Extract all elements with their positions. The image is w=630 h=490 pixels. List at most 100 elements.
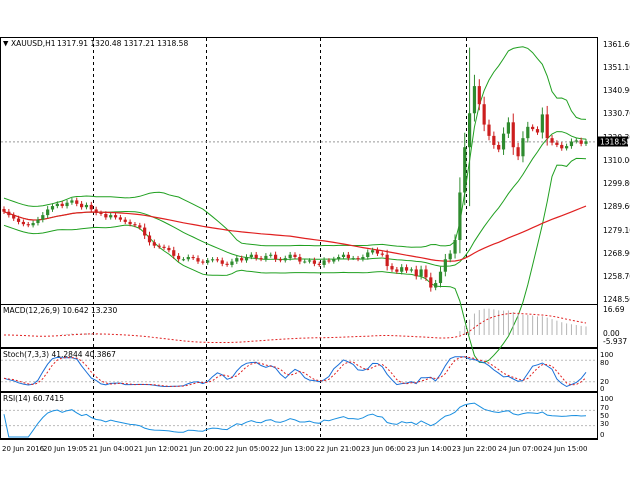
candle-body [235, 258, 239, 262]
candle-body [123, 219, 127, 222]
candle-body [341, 254, 346, 257]
candle-body [492, 135, 496, 145]
candle-body [293, 254, 297, 257]
candle-body [99, 212, 103, 214]
candle-body [482, 104, 486, 125]
rsi-line [3, 402, 587, 438]
candle-body [322, 260, 326, 265]
candle-body [84, 204, 89, 208]
candle-body [167, 247, 171, 251]
price-label: 1289.60 [603, 202, 630, 211]
svg-text:30: 30 [600, 420, 609, 428]
price-label: 1279.10 [603, 226, 630, 235]
svg-text:20: 20 [600, 378, 609, 386]
candle-body [128, 221, 132, 225]
candle-body [395, 269, 399, 272]
time-label: 20 Jun 19:05 [43, 445, 87, 453]
svg-text:100: 100 [600, 351, 613, 359]
candle-body [400, 267, 404, 272]
stoch-signal-line [3, 356, 587, 387]
candle-body [7, 211, 11, 216]
macd-signal-line [4, 312, 587, 343]
candle-body [380, 253, 384, 255]
time-label: 21 Jun 20:00 [179, 445, 223, 453]
time-label: 22 Jun 21:00 [316, 445, 360, 453]
candle-body [172, 250, 176, 256]
candle-body [254, 254, 258, 259]
svg-text:100: 100 [600, 395, 613, 403]
price-axis: 1361.60 1351.10 1340.90 1330.70 1320.30 … [603, 40, 630, 304]
candle-body [463, 147, 467, 193]
oscillator-lines [1, 308, 597, 438]
candle-body [143, 227, 147, 236]
candle-body [41, 215, 45, 220]
candle-body [80, 203, 84, 208]
candle-body [298, 256, 302, 262]
stoch-label: Stoch(7,3,3) 41.2844 40.3867 [3, 350, 116, 359]
candle-body [419, 269, 423, 277]
candle-body [220, 260, 224, 264]
time-label: 24 Jun 15:00 [543, 445, 587, 453]
candle-body [409, 269, 413, 271]
candle-body [138, 225, 142, 228]
candle-body [366, 252, 370, 257]
candle-body [458, 192, 462, 241]
candle-body [162, 246, 166, 248]
day-separator-grid [1, 38, 597, 439]
rsi-pane[interactable] [0, 392, 598, 439]
time-label: 23 Jun 06:00 [361, 445, 405, 453]
stoch-scale: 100 80 20 0 [600, 351, 613, 393]
candle-body [356, 258, 360, 260]
candle-body [109, 215, 113, 218]
candle-body [16, 218, 21, 222]
candle-body [225, 263, 229, 265]
ohlc-values: 1317.91 1320.48 1317.21 1318.58 [57, 39, 188, 48]
candle-body [579, 140, 583, 144]
svg-text:0.00: 0.00 [603, 329, 620, 338]
candle-body [390, 266, 394, 270]
candle-body [113, 215, 118, 218]
candle-body [215, 259, 219, 261]
candle-body [511, 122, 515, 148]
candle-body [332, 259, 336, 262]
candle-body [75, 200, 79, 204]
candle-body [584, 141, 588, 144]
main-pane[interactable] [0, 37, 598, 305]
candle-body [468, 113, 472, 148]
candle-body [497, 144, 501, 150]
candlesticks [2, 47, 588, 292]
rsi-label: RSI(14) 60.7415 [3, 394, 64, 403]
candle-body [46, 209, 50, 216]
rsi-scale: 100 70 50 30 0 [600, 395, 613, 439]
candle-body [191, 256, 195, 259]
candle-body [65, 202, 69, 207]
price-label: 1361.60 [603, 40, 630, 49]
candle-body [526, 126, 530, 139]
time-label: 21 Jun 12:00 [134, 445, 178, 453]
price-label: 1248.50 [603, 295, 630, 304]
price-label: 1340.90 [603, 86, 630, 95]
pane-menu-arrow-icon[interactable]: ▼ [3, 40, 9, 48]
time-label: 24 Jun 07:00 [498, 445, 542, 453]
candle-body [36, 219, 40, 224]
stoch-pane[interactable] [0, 348, 598, 392]
svg-text:70: 70 [600, 404, 609, 412]
candle-body [50, 206, 55, 210]
candle-body [240, 258, 244, 261]
candle-body [147, 235, 152, 243]
candle-body [12, 215, 16, 219]
time-label: 20 Jun 2016 [2, 445, 45, 453]
candle-body [516, 147, 520, 157]
candle-body [244, 256, 249, 261]
candle-body [545, 114, 549, 139]
candle-body [574, 140, 578, 142]
macd-pane[interactable] [0, 304, 598, 348]
bollinger-upper-line [3, 46, 587, 248]
candle-body [404, 267, 409, 271]
time-label: 22 Jun 05:00 [225, 445, 269, 453]
candle-body [550, 138, 554, 143]
symbol-label: XAUUSD,H1 [11, 39, 56, 48]
stoch-main-line [3, 356, 587, 388]
candle-body [26, 224, 30, 226]
